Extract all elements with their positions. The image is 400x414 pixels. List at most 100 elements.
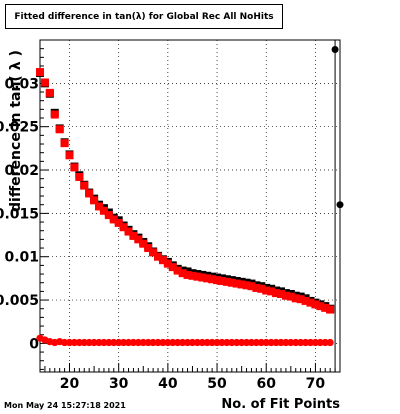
data-point: [115, 338, 123, 347]
data-point: [80, 338, 88, 347]
data-point: [100, 338, 108, 347]
data-point: [45, 88, 54, 97]
data-point: [193, 338, 201, 347]
data-point: [213, 276, 222, 285]
data-point: [80, 181, 89, 190]
data-point: [257, 284, 266, 293]
chart-title: Fitted difference in tan(λ) for Global R…: [5, 4, 283, 29]
data-point: [267, 287, 276, 296]
data-point: [40, 78, 49, 87]
data-point: [208, 338, 216, 347]
data-point: [134, 235, 143, 244]
data-point: [144, 338, 152, 347]
data-point: [65, 338, 74, 347]
data-point: [70, 338, 79, 347]
data-point: [242, 281, 251, 290]
data-point: [90, 196, 99, 205]
x-tick-label: 70: [306, 376, 326, 392]
data-point: [60, 139, 69, 148]
data-point: [311, 338, 320, 347]
x-tick-label: 20: [60, 376, 80, 392]
data-point: [213, 338, 221, 347]
y-tick-label: 0.01: [4, 250, 39, 266]
x-tick-label: 40: [158, 376, 178, 392]
data-point: [301, 338, 310, 347]
data-point: [173, 266, 182, 275]
data-point: [203, 274, 212, 283]
data-point: [296, 295, 305, 304]
data-point: [104, 211, 113, 220]
data-point: [292, 338, 300, 347]
data-point: [124, 338, 133, 347]
data-point: [178, 269, 187, 278]
data-series: [36, 334, 334, 347]
data-point: [169, 338, 177, 347]
data-point: [75, 172, 84, 181]
grid-lines: [40, 40, 340, 372]
data-point: [286, 292, 295, 301]
data-point: [109, 215, 118, 224]
data-point: [227, 278, 236, 287]
data-point: [277, 338, 285, 347]
data-point: [198, 273, 207, 282]
data-series: [331, 40, 344, 372]
data-point: [198, 338, 206, 347]
y-tick-label: 0.03: [4, 76, 39, 92]
data-point: [281, 291, 290, 300]
data-point: [154, 338, 162, 347]
data-point: [272, 289, 281, 298]
data-point: [326, 305, 335, 314]
data-point: [105, 338, 113, 347]
data-point: [208, 275, 217, 284]
data-point: [90, 338, 98, 347]
data-point: [85, 338, 93, 347]
data-point: [75, 338, 83, 347]
data-point: [252, 283, 261, 292]
data-point: [282, 338, 290, 347]
data-point: [311, 300, 320, 309]
data-point: [321, 338, 329, 347]
data-point: [331, 46, 339, 54]
data-point: [129, 231, 138, 240]
data-point: [124, 227, 133, 236]
x-axis: 20 30 40 50 60 70: [44, 363, 341, 392]
data-point: [218, 338, 226, 347]
data-point: [149, 338, 157, 347]
data-point: [110, 338, 118, 347]
data-point: [179, 338, 187, 347]
data-point: [120, 338, 128, 347]
data-point: [36, 68, 44, 77]
y-axis: 0 0.005 0.01 0.015 0.02 0.025 0.03: [0, 48, 49, 370]
data-point: [50, 110, 59, 119]
data-point: [297, 338, 305, 347]
data-point: [262, 338, 270, 347]
plot-frame: [39, 39, 341, 373]
y-tick-label: 0: [29, 336, 39, 352]
data-point: [193, 272, 202, 281]
data-point: [144, 244, 153, 253]
data-point: [232, 279, 241, 288]
data-point: [262, 286, 271, 295]
data-point: [95, 338, 103, 347]
y-axis-label: difference in tan( λ ): [8, 50, 24, 212]
data-point: [129, 338, 138, 347]
data-point: [188, 271, 197, 280]
x-tick-label: 30: [109, 376, 129, 392]
y-tick-label: 0.025: [0, 120, 39, 136]
data-point: [55, 125, 64, 134]
data-point: [272, 338, 280, 347]
data-point: [114, 218, 123, 227]
data-point: [70, 163, 79, 172]
data-point: [291, 294, 300, 303]
data-point: [60, 338, 69, 347]
data-point: [238, 338, 246, 347]
data-point: [188, 338, 197, 347]
data-point: [228, 338, 236, 347]
data-marks: [36, 40, 344, 372]
x-tick-label: 60: [256, 376, 276, 392]
data-point: [247, 282, 256, 291]
data-point: [247, 338, 256, 347]
data-point: [159, 338, 167, 347]
y-tick-label: 0.005: [0, 293, 39, 309]
